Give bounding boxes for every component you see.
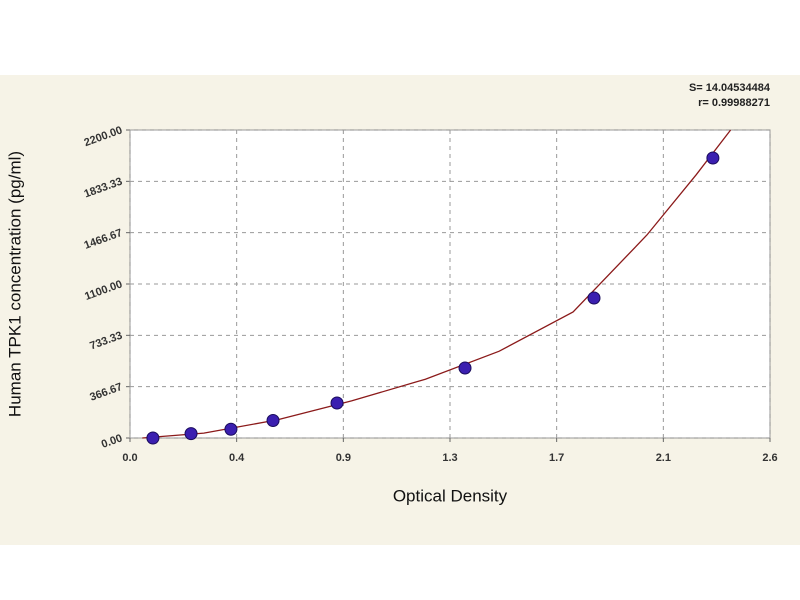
x-tick-label: 2.1 [656, 452, 671, 464]
x-tick-label: 0.0 [122, 452, 137, 464]
x-tick-label: 1.7 [549, 452, 564, 464]
annotation: r= 0.99988271 [698, 97, 770, 109]
x-tick-label: 0.4 [229, 452, 245, 464]
x-tick-label: 2.6 [762, 452, 777, 464]
data-point [330, 396, 344, 410]
annotation: S= 14.04534484 [689, 82, 771, 94]
data-point [184, 427, 198, 441]
x-tick-label: 0.9 [336, 452, 351, 464]
data-point [266, 414, 280, 427]
x-tick-label: 1.3 [442, 452, 457, 464]
y-axis-title: Human TPK1 concentration (pg/ml) [5, 151, 24, 417]
data-point [706, 151, 720, 165]
data-point [587, 291, 601, 305]
data-point [146, 431, 160, 445]
data-point [458, 361, 472, 375]
data-point [224, 422, 238, 436]
x-axis-title: Optical Density [393, 486, 508, 505]
